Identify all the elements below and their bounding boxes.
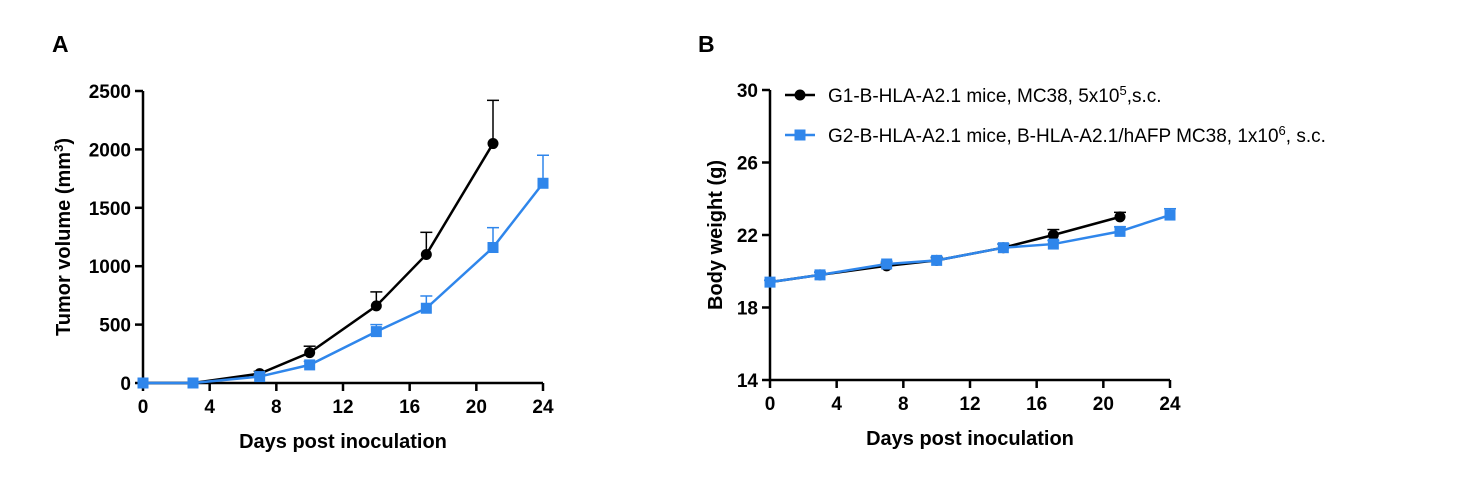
panel-a-x-tick-label: 0 <box>138 397 149 418</box>
panel-a-point <box>487 138 499 150</box>
panel-a-x-tick-label: 4 <box>204 397 215 418</box>
panel-a-point <box>304 359 316 371</box>
panel-a-point <box>304 347 316 359</box>
panel-a-series-line <box>143 142 495 385</box>
panel-a-x-tick-label: 8 <box>271 397 282 418</box>
chart-body-weight: 14 18 22 26 30 0 4 8 12 16 20 24 Days post inoculati… <box>705 81 1326 450</box>
panel-b-legend-label: G2-B-HLA-A2.1 mice, B-HLA-A2.1/hAFP MC38… <box>828 123 1326 148</box>
panel-b-x-tick-label: 0 <box>765 394 776 415</box>
panel-a-point <box>420 249 432 261</box>
panel-b-legend-marker <box>794 129 806 141</box>
panel-a-x-tick-label: 24 <box>532 397 554 418</box>
panel-b-point <box>764 276 776 288</box>
panel-a-point <box>187 377 199 389</box>
panel-b-y-tick-label: 30 <box>737 81 758 102</box>
panel-b-point <box>997 242 1009 254</box>
panel-b-y-tick-label: 14 <box>737 371 759 392</box>
panel-b-point <box>1047 229 1059 241</box>
panel-a-y-axis-title: Tumor volume (mm3) <box>51 138 76 336</box>
panel-b-x-tick-label: 4 <box>831 394 842 415</box>
panel-a-point <box>487 242 499 254</box>
panel-a-series-1 <box>137 99 499 389</box>
panel-b-y-tick-label: 26 <box>737 154 758 175</box>
panel-b-x-tick-label: 24 <box>1159 394 1181 415</box>
panel-b-point <box>1164 209 1176 221</box>
panel-a-series-2 <box>137 154 549 389</box>
panel-a-series-line <box>143 182 544 385</box>
panel-a-x-tick-label: 16 <box>399 397 420 418</box>
panel-a-x-axis-title: Days post inoculation <box>239 431 447 453</box>
panel-b-x-tick-label: 20 <box>1093 394 1114 415</box>
panel-a-point <box>254 371 266 383</box>
panel-b-y-tick-label: 18 <box>737 299 758 320</box>
panel-a-x-tick-label: 20 <box>466 397 487 418</box>
panel-b-legend-item-2: G2-B-HLA-A2.1 mice, B-HLA-A2.1/hAFP MC38… <box>785 123 1326 148</box>
panel-a-y-tick-label: 0 <box>120 374 131 395</box>
panel-b-point <box>1114 225 1126 237</box>
panel-b-x-tick-label: 12 <box>959 394 980 415</box>
panel-a-point <box>537 177 549 189</box>
panel-a-y-tick-label: 2500 <box>89 82 131 103</box>
panel-a-point <box>370 300 382 312</box>
panel-b-legend-marker <box>794 89 806 101</box>
panel-a-x-tick-label: 12 <box>332 397 353 418</box>
panel-a-point <box>420 302 432 314</box>
panel-b-point <box>931 254 943 266</box>
panel-b-x-tick-label: 8 <box>898 394 909 415</box>
panel-a-letter: A <box>52 31 69 57</box>
panel-b-legend-label: G1-B-HLA-A2.1 mice, MC38, 5x105,s.c. <box>828 83 1162 108</box>
panel-b-point <box>881 258 893 270</box>
panel-b-x-axis-title: Days post inoculation <box>866 428 1074 450</box>
panel-b-letter: B <box>698 31 715 57</box>
panel-b-y-tick-label: 22 <box>737 226 758 247</box>
panel-b-legend: G1-B-HLA-A2.1 mice, MC38, 5x105,s.c. G2-B… <box>785 83 1326 148</box>
panel-a-y-tick-label: 2000 <box>89 140 131 161</box>
panel-a-y-tick-label: 1000 <box>89 257 131 278</box>
panel-a-y-tick-label: 500 <box>99 316 131 337</box>
panel-b-series-line <box>769 213 1171 284</box>
panel-b-legend-item-1: G1-B-HLA-A2.1 mice, MC38, 5x105,s.c. <box>785 83 1162 108</box>
panel-b-point <box>1114 211 1126 223</box>
panel-a-point <box>137 377 149 389</box>
panel-a-point <box>370 326 382 338</box>
panel-b-point <box>1047 238 1059 250</box>
panel-b-y-axis-title: Body weight (g) <box>705 160 727 310</box>
panel-b-x-tick-label: 16 <box>1026 394 1047 415</box>
panel-a-y-tick-label: 1500 <box>89 199 131 220</box>
chart-tumor-volume: 0 500 1000 1500 2000 2500 0 4 8 12 16 20 24 Days post… <box>51 82 554 453</box>
panel-b-series-2 <box>764 207 1176 288</box>
panel-b-point <box>814 269 826 281</box>
